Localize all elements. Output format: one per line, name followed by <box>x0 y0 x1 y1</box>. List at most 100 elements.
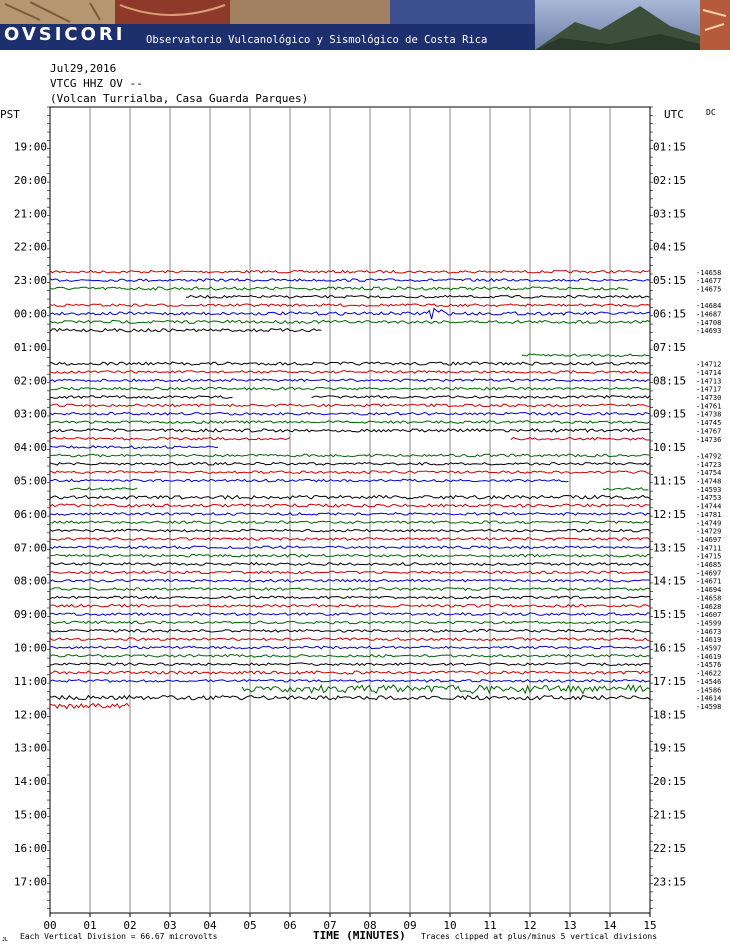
dc-offset-label: -14685 <box>696 561 721 569</box>
dc-offset-label: -14792 <box>696 452 721 460</box>
dc-offset-label: -14717 <box>696 386 721 394</box>
x-tick-label: 12 <box>523 919 536 932</box>
right-hour-label: 09:15 <box>653 408 686 421</box>
left-hour-label: 23:00 <box>14 274 47 287</box>
right-hour-label: 11:15 <box>653 475 686 488</box>
left-hour-label: 06:00 <box>14 508 47 521</box>
seismic-trace <box>49 628 651 633</box>
left-hour-label: 04:00 <box>14 441 47 454</box>
dc-offset-label: -14673 <box>696 628 721 636</box>
dc-offset-label: -14619 <box>696 653 721 661</box>
x-tick-label: 02 <box>123 919 136 932</box>
seismic-trace <box>49 603 651 608</box>
seismic-trace <box>49 494 651 500</box>
seismic-trace <box>241 683 651 695</box>
seismic-trace <box>50 453 651 458</box>
seismic-trace <box>49 327 322 333</box>
seismic-trace <box>49 436 650 441</box>
dc-offset-label: -14723 <box>696 461 721 469</box>
dc-offset-label: -14546 <box>696 678 721 686</box>
seismic-trace <box>49 428 651 433</box>
plot-frame <box>49 106 651 914</box>
left-hour-label: 12:00 <box>14 708 47 721</box>
banner-subtitle: Observatorio Vulcanológico y Sismológico… <box>146 34 488 46</box>
right-hour-label: 15:15 <box>653 608 686 621</box>
seismic-trace <box>49 562 651 566</box>
left-hour-label: 17:00 <box>14 875 47 888</box>
seismic-trace <box>49 361 651 366</box>
dc-offset-label: -14754 <box>696 469 721 477</box>
dc-offset-label: -14715 <box>696 553 721 561</box>
left-hour-label: 05:00 <box>14 475 47 488</box>
right-hour-label: 18:15 <box>653 708 686 721</box>
left-hour-label: 08:00 <box>14 575 47 588</box>
banner-logo: OVSICORI <box>4 24 126 45</box>
seismic-trace <box>49 411 651 416</box>
dc-offset-label: -14675 <box>696 285 721 293</box>
clip-note: Traces clipped at plus/minus 5 vertical … <box>421 932 658 941</box>
dc-offset-label: -14697 <box>696 536 721 544</box>
left-hour-label: 10:00 <box>14 642 47 655</box>
dc-offset-label: -14713 <box>696 377 721 385</box>
seismic-trace <box>49 678 651 683</box>
right-hour-label: 17:15 <box>653 675 686 688</box>
dc-label: DC <box>706 108 716 117</box>
right-hour-label: 06:15 <box>653 308 686 321</box>
dc-offset-label: -14658 <box>696 269 721 277</box>
right-hour-label: 03:15 <box>653 207 686 220</box>
right-hour-label: 08:15 <box>653 374 686 387</box>
dc-offset-label: -14761 <box>696 402 721 410</box>
left-hour-label: 01:00 <box>14 341 47 354</box>
seismic-trace <box>49 319 651 324</box>
dc-offset-label: -14781 <box>696 511 721 519</box>
seismic-trace <box>49 694 651 701</box>
dc-offset-label: -14598 <box>696 703 721 711</box>
dc-offset-label: -14619 <box>696 636 721 644</box>
left-hour-label: 11:00 <box>14 675 47 688</box>
right-hour-label: 13:15 <box>653 541 686 554</box>
x-tick-label: 08 <box>363 919 376 932</box>
dc-offset-label: -14658 <box>696 594 721 602</box>
dc-offset-label: -14593 <box>696 486 721 494</box>
left-hour-label: 22:00 <box>14 241 47 254</box>
seismic-trace <box>49 595 650 600</box>
x-tick-label: 05 <box>243 919 256 932</box>
seismic-trace <box>49 445 219 449</box>
dc-offset-label: -14671 <box>696 578 721 586</box>
dc-offset-label: -14697 <box>696 569 721 577</box>
seismic-trace <box>49 662 651 667</box>
seismic-trace <box>521 353 650 358</box>
left-hour-label: 13:00 <box>14 742 47 755</box>
x-tick-label: 09 <box>403 919 416 932</box>
record-date: Jul29,2016 <box>50 62 117 75</box>
right-hour-label: 10:15 <box>653 441 686 454</box>
x-tick-label: 00 <box>43 919 56 932</box>
seismic-trace <box>49 286 629 291</box>
dc-offset-label: -14736 <box>696 436 721 444</box>
dc-offset-label: -14748 <box>696 478 721 486</box>
seismic-trace <box>49 370 651 374</box>
right-hour-label: 14:15 <box>653 575 686 588</box>
dc-offset-label: -14687 <box>696 311 721 319</box>
right-hour-label: 20:15 <box>653 775 686 788</box>
dc-offset-label: -14694 <box>696 586 721 594</box>
x-tick-label: 03 <box>163 919 176 932</box>
right-hour-label: 01:15 <box>653 141 686 154</box>
x-tick-label: 13 <box>563 919 576 932</box>
scale-note: Each Vertical Division = 66.67 microvolt… <box>20 932 218 941</box>
seismic-trace <box>49 378 650 383</box>
seismic-trace <box>49 553 651 558</box>
dc-offset-label: -14628 <box>696 603 721 611</box>
seismic-trace <box>49 620 651 625</box>
dc-offset-label: -14576 <box>696 661 721 669</box>
seismic-trace <box>49 503 651 508</box>
right-hour-label: 12:15 <box>653 508 686 521</box>
corner-mark: JL <box>2 937 9 943</box>
x-tick-label: 04 <box>203 919 217 932</box>
dc-offset-label: -14730 <box>696 394 721 402</box>
seismic-trace <box>49 537 651 541</box>
left-hour-label: 14:00 <box>14 775 47 788</box>
dc-offset-label: -14712 <box>696 361 721 369</box>
dc-offset-label: -14599 <box>696 619 721 627</box>
